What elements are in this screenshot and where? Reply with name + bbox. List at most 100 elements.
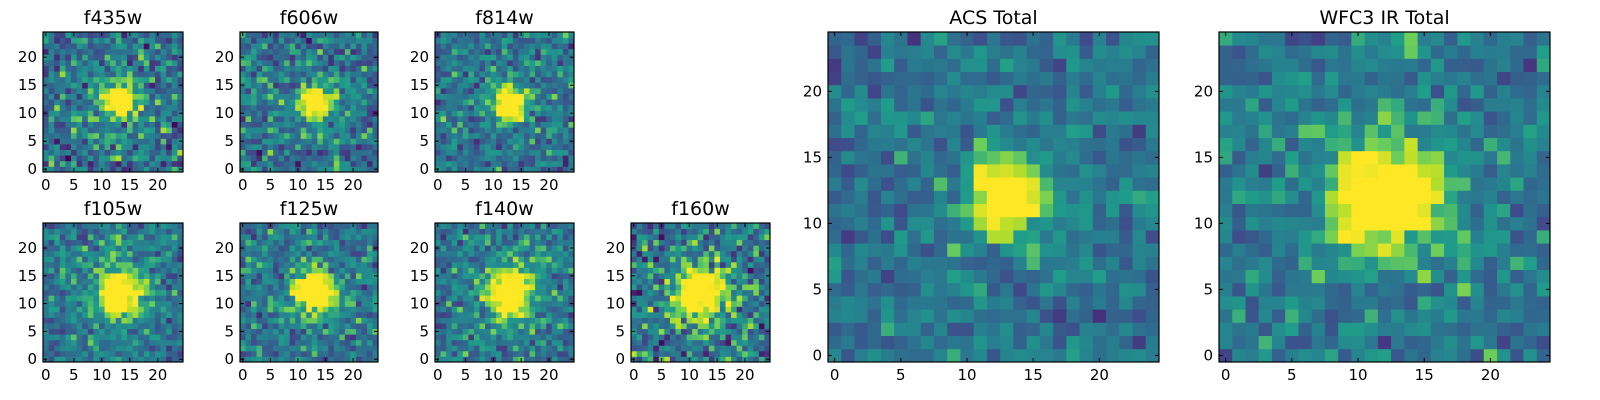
heatmap-cell bbox=[468, 239, 475, 246]
heatmap-cell bbox=[490, 289, 497, 296]
heatmap-cell bbox=[512, 116, 519, 122]
heatmap-cell bbox=[546, 138, 553, 145]
heatmap-cell bbox=[708, 306, 715, 313]
heatmap-cell bbox=[675, 323, 682, 330]
heatmap-cell bbox=[300, 93, 307, 100]
heatmap-cell bbox=[177, 60, 184, 66]
heatmap-cell bbox=[1119, 296, 1133, 310]
heatmap-cell bbox=[435, 88, 441, 94]
heatmap-cell bbox=[435, 160, 441, 167]
heatmap-cell bbox=[468, 339, 475, 346]
heatmap-cell bbox=[48, 121, 55, 128]
heatmap-cell bbox=[523, 121, 530, 128]
heatmap-cell bbox=[496, 132, 503, 139]
heatmap-cell bbox=[149, 88, 156, 94]
y-tick-label: 20 bbox=[215, 48, 234, 66]
heatmap-cell bbox=[48, 250, 55, 257]
heatmap-cell bbox=[251, 334, 257, 341]
heatmap-cell bbox=[115, 99, 122, 106]
heatmap-cell bbox=[854, 203, 869, 218]
heatmap-cell bbox=[87, 116, 94, 122]
heatmap-cell bbox=[1053, 296, 1067, 310]
heatmap-cell bbox=[256, 32, 263, 38]
heatmap-cell bbox=[692, 317, 699, 324]
heatmap-cell bbox=[110, 32, 117, 38]
heatmap-cell bbox=[435, 71, 441, 78]
heatmap-cell bbox=[121, 334, 128, 341]
heatmap-cell bbox=[451, 239, 458, 246]
heatmap-cell bbox=[681, 234, 687, 241]
heatmap-cell bbox=[284, 356, 291, 363]
heatmap-cell bbox=[753, 228, 760, 235]
heatmap-cell bbox=[867, 322, 882, 336]
heatmap-cell bbox=[361, 110, 368, 117]
heatmap-cell bbox=[546, 144, 553, 150]
heatmap-cell bbox=[736, 245, 743, 252]
heatmap-cell bbox=[462, 273, 469, 279]
heatmap-cell bbox=[435, 116, 441, 122]
heatmap-cell bbox=[557, 166, 564, 173]
heatmap-cell bbox=[708, 317, 715, 324]
heatmap-cell bbox=[636, 256, 643, 263]
heatmap-cell bbox=[535, 71, 542, 78]
heatmap-cell bbox=[267, 317, 274, 324]
heatmap-cell bbox=[317, 289, 324, 296]
heatmap-cell bbox=[473, 350, 480, 357]
heatmap-cell bbox=[262, 127, 268, 134]
heatmap-cell bbox=[479, 127, 486, 134]
heatmap-cell bbox=[451, 261, 458, 268]
heatmap-cell bbox=[240, 234, 246, 241]
heatmap-cell bbox=[468, 54, 475, 61]
heatmap-cell bbox=[273, 76, 280, 83]
heatmap-cell bbox=[132, 223, 139, 229]
heatmap-cell bbox=[355, 54, 362, 61]
heatmap-cell bbox=[540, 311, 547, 318]
heatmap-cell bbox=[267, 149, 274, 156]
heatmap-cell bbox=[435, 306, 441, 313]
heatmap-cell bbox=[143, 37, 150, 44]
heatmap-cell bbox=[166, 339, 173, 346]
heatmap-cell bbox=[568, 289, 575, 296]
heatmap-cell bbox=[920, 256, 935, 270]
heatmap-cell bbox=[747, 267, 754, 274]
heatmap-cell bbox=[339, 32, 346, 38]
heatmap-cell bbox=[166, 356, 173, 363]
heatmap-cell bbox=[143, 54, 150, 61]
heatmap-cell bbox=[490, 334, 497, 341]
heatmap-cell bbox=[344, 48, 351, 55]
heatmap-cell bbox=[143, 160, 150, 167]
heatmap-cell bbox=[278, 48, 285, 55]
heatmap-cell bbox=[149, 323, 156, 330]
heatmap-cell bbox=[557, 32, 564, 38]
heatmap-cell bbox=[742, 295, 749, 302]
heatmap-cell bbox=[289, 223, 296, 229]
heatmap-cell bbox=[462, 155, 469, 162]
heatmap-cell bbox=[267, 334, 274, 341]
heatmap-cell bbox=[262, 138, 268, 145]
heatmap-cell bbox=[960, 282, 975, 297]
heatmap-cell bbox=[115, 138, 122, 145]
heatmap-cell bbox=[59, 339, 66, 346]
heatmap-cell bbox=[132, 32, 139, 38]
heatmap-cell bbox=[507, 99, 514, 106]
heatmap-cell bbox=[171, 93, 178, 100]
heatmap-cell bbox=[518, 65, 525, 72]
heatmap-cell bbox=[71, 295, 77, 302]
heatmap-cell bbox=[284, 132, 291, 139]
heatmap-cell bbox=[507, 228, 514, 235]
heatmap-cell bbox=[65, 116, 72, 122]
heatmap-cell bbox=[742, 311, 749, 318]
heatmap-cell bbox=[350, 323, 357, 330]
heatmap-cell bbox=[692, 278, 699, 285]
heatmap-cell bbox=[692, 223, 699, 229]
heatmap-cell bbox=[986, 243, 1001, 257]
heatmap-cell bbox=[841, 256, 855, 270]
heatmap-cell bbox=[714, 317, 721, 324]
heatmap-cell bbox=[557, 323, 564, 330]
heatmap-cell bbox=[171, 138, 178, 145]
heatmap-cell bbox=[155, 245, 161, 252]
heatmap-cell bbox=[121, 82, 128, 89]
heatmap-cell bbox=[155, 345, 161, 352]
heatmap-cell bbox=[284, 306, 291, 313]
heatmap-cell bbox=[300, 149, 307, 156]
